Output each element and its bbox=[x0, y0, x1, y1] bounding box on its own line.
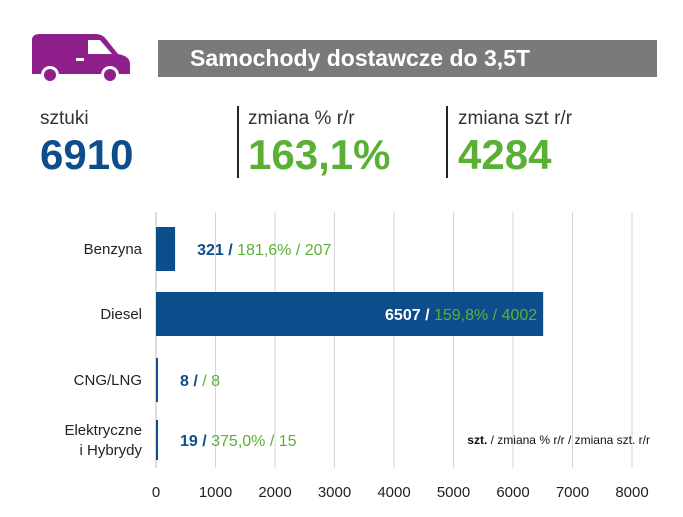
x-tick-label: 7000 bbox=[556, 484, 589, 501]
data-label: 6507 / 159,8% / 4002 bbox=[385, 307, 537, 324]
bar bbox=[156, 420, 158, 460]
kpi-units-value: 6910 bbox=[40, 131, 134, 178]
category-label: Diesel bbox=[100, 306, 142, 323]
kpi-change-units: zmiana szt r/r 4284 bbox=[458, 108, 572, 178]
kpi-change-pct-label: zmiana % r/r bbox=[248, 108, 355, 129]
kpi-units-label: sztuki bbox=[40, 108, 89, 129]
bar bbox=[156, 358, 158, 402]
data-label: 19 / 375,0% / 15 bbox=[180, 433, 297, 450]
kpi-change-units-value: 4284 bbox=[458, 131, 552, 178]
category-label: Benzyna bbox=[84, 241, 143, 258]
x-tick-label: 8000 bbox=[615, 484, 648, 501]
kpi-divider bbox=[237, 106, 239, 178]
category-label: i Hybrydy bbox=[79, 442, 142, 459]
page-title: Samochody dostawcze do 3,5T bbox=[158, 40, 657, 77]
data-label: 8 / / 8 bbox=[180, 373, 220, 390]
x-tick-label: 6000 bbox=[496, 484, 529, 501]
x-tick-label: 4000 bbox=[377, 484, 410, 501]
kpi-change-pct-value: 163,1% bbox=[248, 131, 391, 178]
van-icon bbox=[32, 34, 130, 84]
bar bbox=[156, 227, 176, 271]
x-tick-label: 2000 bbox=[258, 484, 291, 501]
kpi-change-pct: zmiana % r/r 163,1% bbox=[248, 108, 390, 178]
legend: szt. / zmiana % r/r / zmiana szt. r/r bbox=[467, 433, 650, 447]
x-tick-label: 3000 bbox=[318, 484, 351, 501]
x-tick-label: 0 bbox=[152, 484, 160, 501]
kpi-change-units-label: zmiana szt r/r bbox=[458, 108, 573, 129]
x-tick-label: 1000 bbox=[199, 484, 232, 501]
bar bbox=[156, 292, 544, 336]
kpi-divider bbox=[446, 106, 448, 178]
data-label: 321 / 181,6% / 207 bbox=[197, 242, 331, 259]
kpi-units: sztuki 6910 bbox=[40, 108, 133, 178]
category-label: Elektryczne bbox=[64, 422, 142, 439]
category-label: CNG/LNG bbox=[74, 372, 142, 389]
x-tick-label: 5000 bbox=[437, 484, 470, 501]
